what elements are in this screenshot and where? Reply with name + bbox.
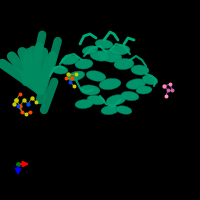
Ellipse shape [99, 78, 121, 90]
Ellipse shape [67, 71, 85, 81]
Ellipse shape [86, 71, 106, 81]
Ellipse shape [142, 75, 158, 85]
Ellipse shape [131, 65, 149, 75]
Ellipse shape [90, 51, 110, 61]
Ellipse shape [114, 58, 134, 70]
Ellipse shape [87, 95, 105, 105]
Ellipse shape [75, 59, 93, 69]
Ellipse shape [82, 46, 98, 54]
Ellipse shape [61, 55, 79, 65]
Ellipse shape [52, 66, 68, 74]
Ellipse shape [95, 39, 113, 49]
Ellipse shape [116, 106, 132, 114]
Ellipse shape [75, 99, 93, 109]
Ellipse shape [126, 79, 146, 89]
Ellipse shape [80, 85, 100, 95]
Ellipse shape [121, 91, 139, 101]
Ellipse shape [136, 86, 152, 94]
Ellipse shape [101, 105, 119, 115]
Ellipse shape [98, 50, 122, 62]
Ellipse shape [110, 45, 130, 55]
Ellipse shape [106, 95, 126, 105]
